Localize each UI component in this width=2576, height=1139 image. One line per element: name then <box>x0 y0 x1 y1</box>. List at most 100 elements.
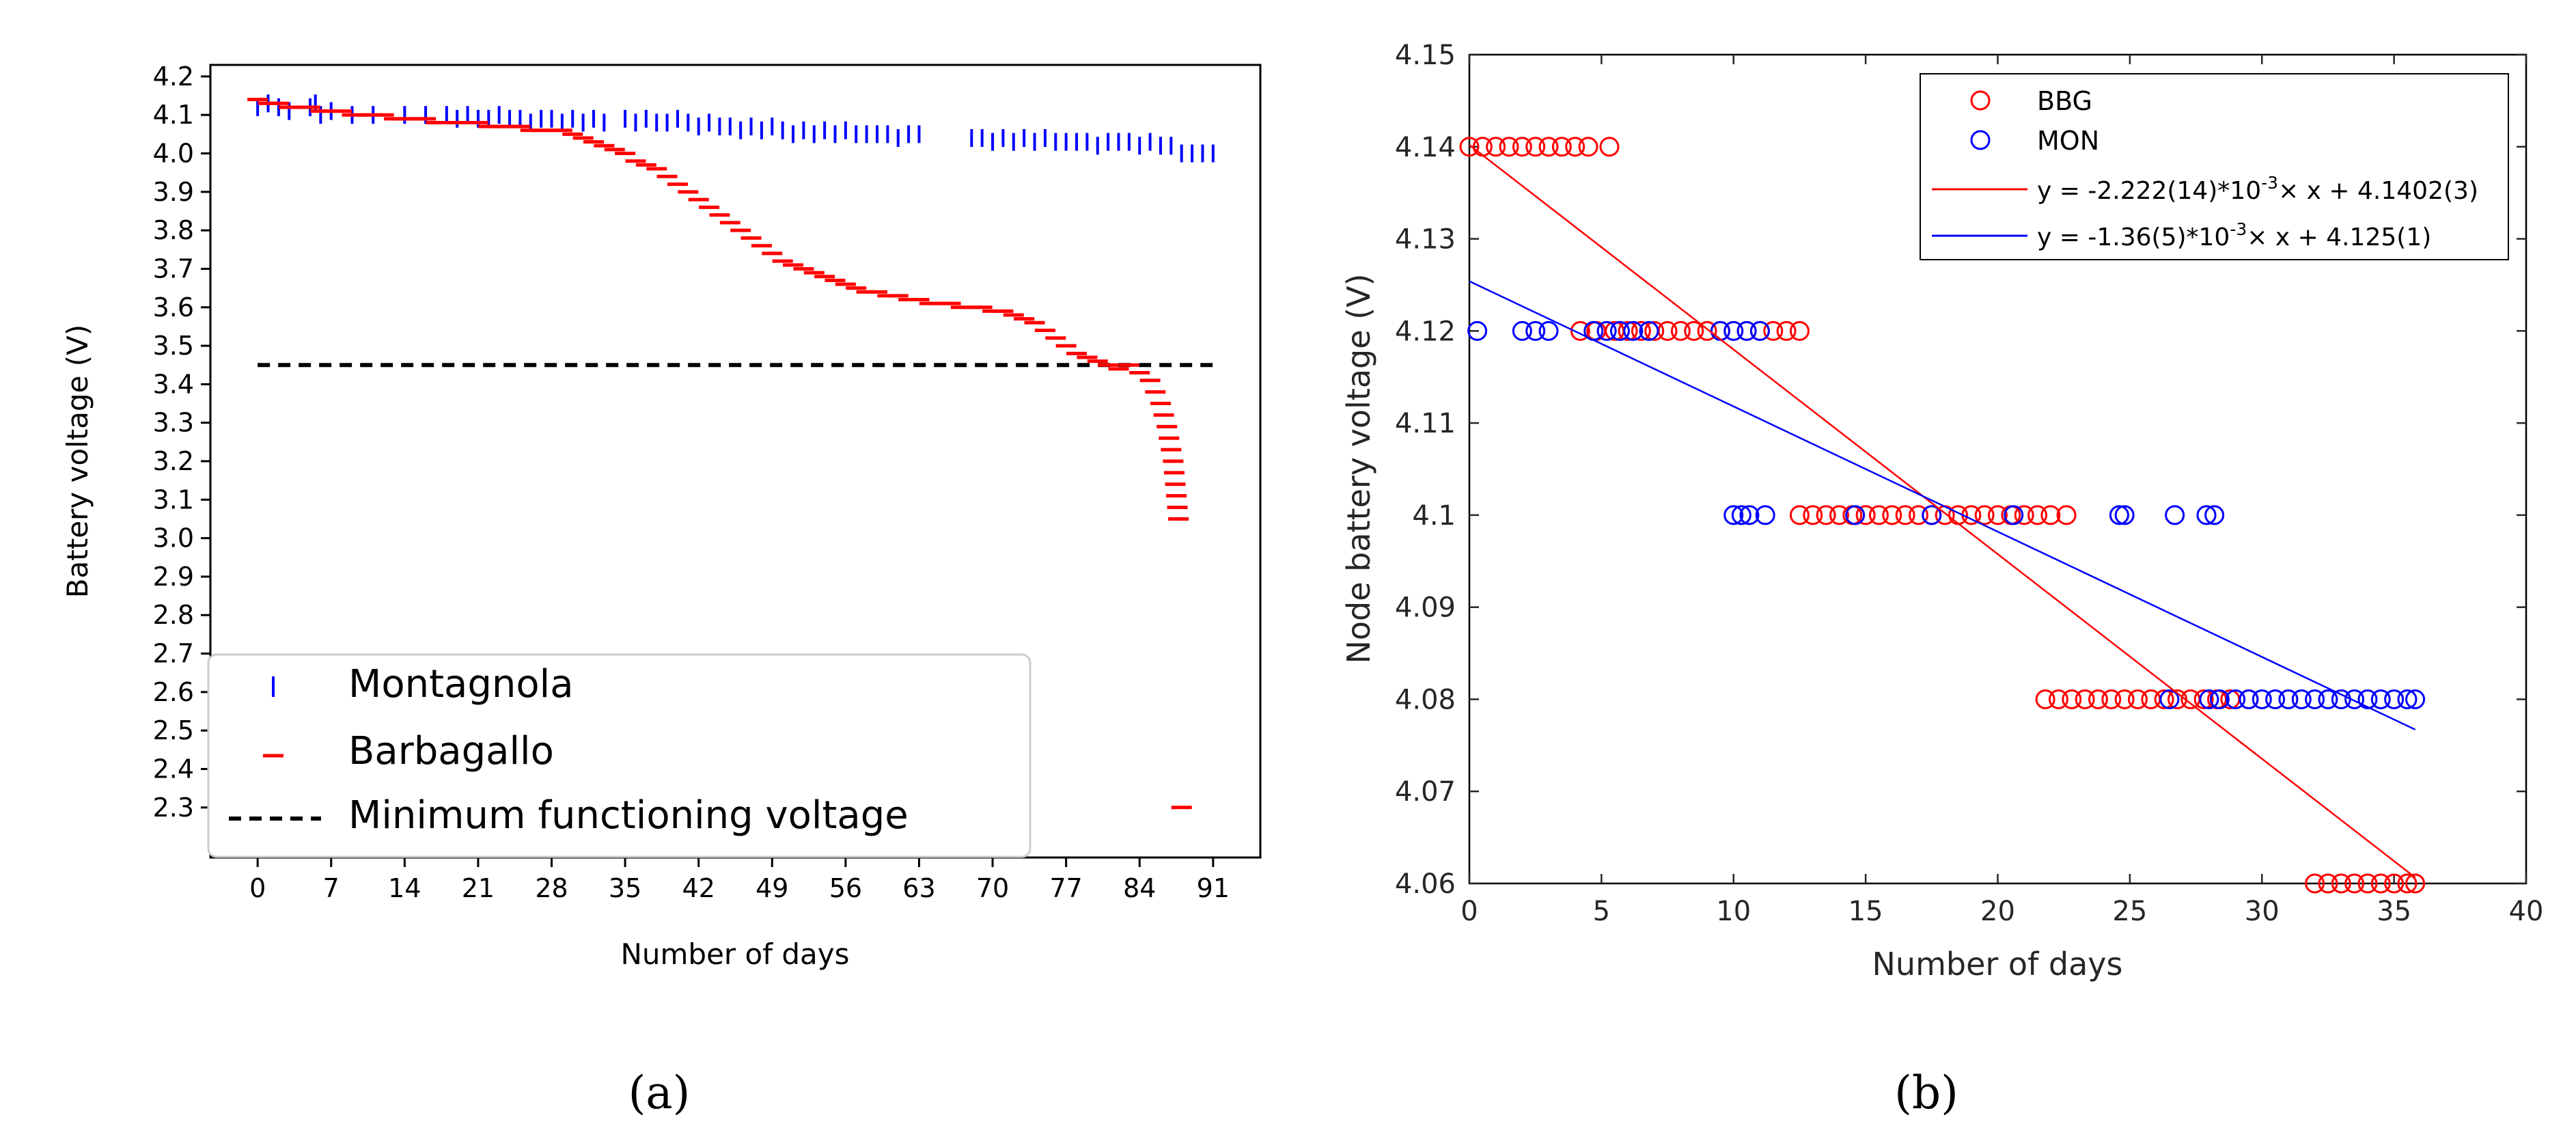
panel-a-y-tick-label: 2.9 <box>153 562 194 592</box>
panel-a-ticks: 0 7 14 21 28 35 42 49 56 63 70 77 84 91 2.3 2.4 2.5 2.6 2.… <box>153 61 1230 903</box>
bbg-point <box>1499 137 1519 157</box>
mon-point <box>2278 689 2299 709</box>
legend-bbg-fit-text-start: y = -2.222(14)*10 <box>2037 177 2261 205</box>
panel-a-y-tick-label: 2.6 <box>153 677 194 707</box>
mon-point <box>2209 689 2230 709</box>
mon-point <box>2384 689 2405 709</box>
bbg-point <box>2357 873 2378 894</box>
panel-b-x-tick-label: 30 <box>2245 896 2280 927</box>
panel-a-y-tick-label: 2.4 <box>153 754 194 784</box>
mon-point <box>2204 505 2225 525</box>
bbg-point <box>2035 689 2055 709</box>
panel-b-x-axis-label: Number of days <box>1872 946 2123 983</box>
panel-b-y-tick-label: 4.09 <box>1395 592 1456 624</box>
bbg-point <box>1816 505 1836 525</box>
panel-a-x-tick-label: 63 <box>902 873 935 903</box>
bbg-point <box>1631 320 1651 341</box>
mon-point <box>1922 505 1942 525</box>
legend-bbg-fit-label: y = -2.222(14)*10-3× x + 4.1402(3) <box>2037 173 2478 205</box>
legend-bbg-circle-icon <box>1970 90 1991 111</box>
panel-a-y-axis-label: Battery voltage (V) <box>61 325 94 599</box>
panel-a-y-tick-label: 3.2 <box>153 446 194 476</box>
panel-b-y-tick-label: 4.1 <box>1412 500 1456 532</box>
panel-b-x-tick-label: 20 <box>1980 896 2015 927</box>
bbg-point <box>1895 505 1915 525</box>
mon-point <box>1639 320 1659 341</box>
panel-b-y-tick-label: 4.14 <box>1395 132 1456 163</box>
panel-b-x-tick-label: 10 <box>1716 896 1751 927</box>
mon-point <box>2165 505 2185 525</box>
panel-b-x-tick-label: 25 <box>2112 896 2147 927</box>
mon-point <box>1723 505 1744 525</box>
panel-b-legend: BBG MON y = -2.222(14)*10-3× x + 4.1402(… <box>1920 73 2509 260</box>
panel-b-x-tick-label: 0 <box>1460 896 1478 927</box>
panel-a-x-tick-label: 21 <box>462 873 495 903</box>
panel-a-y-tick-label: 4.2 <box>153 61 194 92</box>
mon-point <box>1845 505 1866 525</box>
mon-point <box>2344 689 2365 709</box>
bbg-point <box>2331 873 2351 894</box>
bbg-point <box>1974 505 1995 525</box>
bbg-point <box>1803 505 1823 525</box>
mon-point <box>2265 689 2286 709</box>
bbg-point <box>2062 689 2082 709</box>
panel-a-y-tick-label: 3.6 <box>153 292 194 323</box>
panel-a-x-tick-label: 7 <box>323 873 340 903</box>
bbg-point <box>1988 505 2008 525</box>
panel-a-x-tick-label: 77 <box>1049 873 1082 903</box>
panel-b-data-marks <box>1459 137 2426 894</box>
panel-b-y-tick-label: 4.13 <box>1395 224 1456 256</box>
mon-point <box>2114 505 2135 525</box>
bbg-point <box>1789 320 1810 341</box>
panel-a-y-tick-label: 3.5 <box>153 331 194 361</box>
panel-b-x-tick-label: 35 <box>2377 896 2411 927</box>
bbg-point <box>1908 505 1928 525</box>
bbg-fit-line <box>1469 144 2416 879</box>
legend-mon-fit-label: y = -1.36(5)*10-3× x + 4.125(1) <box>2037 219 2431 251</box>
panel-a-y-tick-label: 3.3 <box>153 408 194 438</box>
panel-a-x-tick-label: 42 <box>682 873 715 903</box>
mon-point <box>2397 689 2418 709</box>
panel-a-y-tick-label: 3.0 <box>153 523 194 553</box>
bbg-point <box>1599 137 1620 157</box>
bbg-point <box>2048 689 2068 709</box>
bbg-point <box>1776 320 1797 341</box>
legend-min-voltage-label: Minimum functioning voltage <box>348 793 909 838</box>
mon-point <box>1512 320 1532 341</box>
panel-a-y-tick-label: 2.8 <box>153 600 194 630</box>
mon-point <box>2196 505 2217 525</box>
mon-point <box>1736 320 1757 341</box>
panel-a-x-tick-label: 91 <box>1197 873 1230 903</box>
mon-point <box>1525 320 1546 341</box>
bbg-point <box>2384 873 2405 894</box>
mon-point <box>1755 505 1775 525</box>
bbg-point <box>1525 137 1546 157</box>
bbg-point <box>1551 137 1572 157</box>
mon-point <box>1739 505 1760 525</box>
panel-a-y-tick-label: 3.9 <box>153 177 194 207</box>
bbg-point <box>2127 689 2148 709</box>
panel-b-y-tick-label: 4.07 <box>1395 776 1456 808</box>
panel-a-y-tick-label: 3.4 <box>153 369 194 399</box>
panel-b-chart: 0 5 10 15 20 25 30 35 40 4.06 4.07 4.08 4.09 4.1 4.11 4… <box>1340 40 2543 1119</box>
mon-point <box>2291 689 2312 709</box>
bbg-point <box>2193 689 2214 709</box>
bbg-point <box>1829 505 1849 525</box>
legend-bbg-label: BBG <box>2037 86 2092 116</box>
mon-point <box>2405 689 2426 709</box>
bbg-point <box>1565 137 1585 157</box>
bbg-point <box>1882 505 1902 525</box>
panel-b-legend-box <box>1920 73 2509 260</box>
bbg-point <box>2305 873 2325 894</box>
bbg-point <box>2344 873 2365 894</box>
bbg-point <box>1486 137 1506 157</box>
panel-b-y-tick-label: 4.12 <box>1395 316 1456 347</box>
mon-point <box>1609 320 1630 341</box>
panel-a-y-tick-label: 4.0 <box>153 139 194 169</box>
mon-point <box>2357 689 2378 709</box>
bbg-point <box>2318 873 2338 894</box>
panel-a-x-tick-label: 49 <box>756 873 788 903</box>
panel-b-y-tick-label: 4.08 <box>1395 684 1456 715</box>
panel-a-x-tick-label: 70 <box>976 873 1009 903</box>
